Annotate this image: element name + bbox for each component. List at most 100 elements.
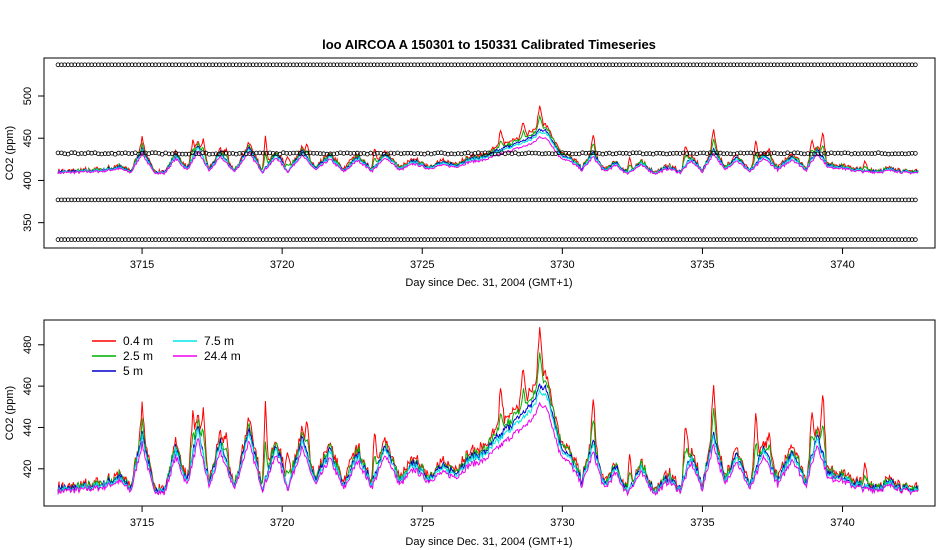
top-y-tick-label: 400 — [22, 171, 34, 189]
reference-gas-point — [744, 237, 750, 242]
reference-gas-point — [869, 237, 874, 242]
reference-gas-point — [59, 197, 64, 203]
reference-gas-point — [506, 237, 511, 242]
reference-gas-point — [862, 197, 868, 203]
reference-gas-point — [213, 237, 219, 242]
reference-gas-point — [842, 150, 848, 156]
reference-gas-point — [264, 237, 269, 242]
reference-gas-point — [852, 62, 858, 68]
reference-gas-point — [755, 197, 760, 203]
reference-gas-point — [913, 151, 918, 156]
reference-gas-point — [213, 197, 219, 203]
reference-gas-point — [610, 197, 616, 203]
reference-gas-point — [879, 197, 885, 203]
top-chart-title: loo AIRCOA A 150301 to 150331 Calibrated… — [322, 37, 656, 52]
reference-gas-point — [728, 62, 733, 68]
reference-gas-point — [556, 62, 562, 68]
reference-gas-point — [647, 151, 653, 156]
reference-gas-point — [220, 237, 226, 242]
reference-gas-point — [808, 151, 814, 157]
reference-gas-point — [556, 237, 562, 242]
top-series-line-2-5-m — [57, 114, 919, 175]
bottom-series-line-0-4-m — [57, 327, 919, 494]
reference-gas-point — [109, 197, 115, 203]
reference-gas-point — [452, 197, 458, 203]
reference-gas-point — [247, 237, 253, 242]
reference-gas-point — [361, 197, 367, 203]
bottom-x-axis-label: Day since Dec. 31, 2004 (GMT+1) — [405, 536, 572, 548]
reference-gas-point — [647, 237, 653, 242]
reference-gas-point — [153, 237, 158, 242]
reference-gas-point — [896, 237, 901, 242]
reference-gas-point — [344, 197, 350, 203]
reference-gas-point — [200, 62, 205, 68]
top-y-axis-label: CO2 (ppm) — [4, 126, 16, 180]
reference-gas-point — [684, 151, 690, 156]
reference-gas-point — [75, 151, 81, 157]
legend-label-24-4m: 24.4 m — [204, 349, 241, 363]
reference-gas-point — [220, 150, 226, 156]
reference-gas-point — [227, 62, 232, 68]
bottom-x-tick-label: 3715 — [130, 517, 154, 529]
reference-gas-point — [230, 197, 236, 203]
reference-gas-point — [69, 197, 74, 203]
reference-gas-point — [75, 237, 81, 242]
reference-gas-point — [657, 197, 663, 203]
reference-gas-point — [533, 237, 538, 242]
reference-gas-point — [112, 197, 118, 203]
reference-gas-point — [344, 237, 350, 242]
reference-gas-point — [109, 237, 115, 242]
reference-gas-point — [354, 197, 360, 203]
reference-gas-point — [718, 150, 723, 156]
reference-gas-point — [264, 62, 269, 68]
reference-gas-point — [354, 150, 360, 156]
reference-gas-point — [825, 62, 831, 68]
reference-gas-point — [166, 62, 172, 68]
reference-gas-point — [512, 62, 518, 68]
reference-gas-point — [788, 197, 794, 203]
reference-gas-point — [469, 237, 474, 242]
reference-gas-point — [227, 197, 232, 203]
reference-gas-point — [254, 150, 259, 156]
reference-gas-point — [496, 197, 501, 203]
reference-gas-point — [701, 62, 706, 68]
legend-label-2-5m: 2.5 m — [123, 349, 153, 363]
bottom-y-axis-label: CO2 (ppm) — [4, 386, 16, 440]
reference-gas-point — [630, 62, 636, 68]
reference-gas-point — [156, 237, 162, 242]
reference-gas-point — [533, 197, 538, 203]
bottom-y-axis: 420 440 460 480 — [22, 336, 44, 478]
reference-gas-point — [254, 237, 259, 242]
reference-gas-point — [913, 237, 918, 242]
reference-gas-point — [213, 62, 219, 68]
reference-gas-point — [223, 197, 229, 203]
reference-gas-point — [405, 197, 411, 203]
reference-gas-point — [825, 197, 831, 203]
reference-gas-point — [657, 62, 663, 68]
top-y-axis: 350 400 450 500 — [22, 87, 44, 232]
reference-gas-point — [533, 62, 538, 68]
reference-gas-point — [432, 197, 437, 203]
reference-gas-point — [711, 197, 716, 203]
reference-gas-point — [701, 197, 706, 203]
reference-gas-point — [371, 151, 377, 157]
reference-gas-point — [69, 62, 74, 68]
reference-gas-point — [146, 237, 152, 242]
reference-gas-point — [664, 237, 669, 242]
reference-gas-point — [583, 150, 589, 156]
reference-gas-point — [744, 197, 750, 203]
reference-gas-point — [835, 62, 841, 68]
bottom-series-line-24-4-m — [57, 401, 919, 497]
reference-gas-point — [69, 237, 74, 242]
reference-gas-point — [361, 237, 367, 242]
reference-gas-point — [486, 237, 491, 242]
reference-gas-point — [603, 197, 609, 203]
reference-gas-point — [328, 197, 333, 203]
reference-gas-point — [549, 197, 555, 203]
reference-gas-point — [102, 151, 108, 156]
reference-gas-point — [523, 197, 528, 203]
top-y-tick-label: 350 — [22, 213, 34, 231]
reference-gas-point — [163, 62, 168, 68]
reference-gas-point — [835, 150, 841, 156]
